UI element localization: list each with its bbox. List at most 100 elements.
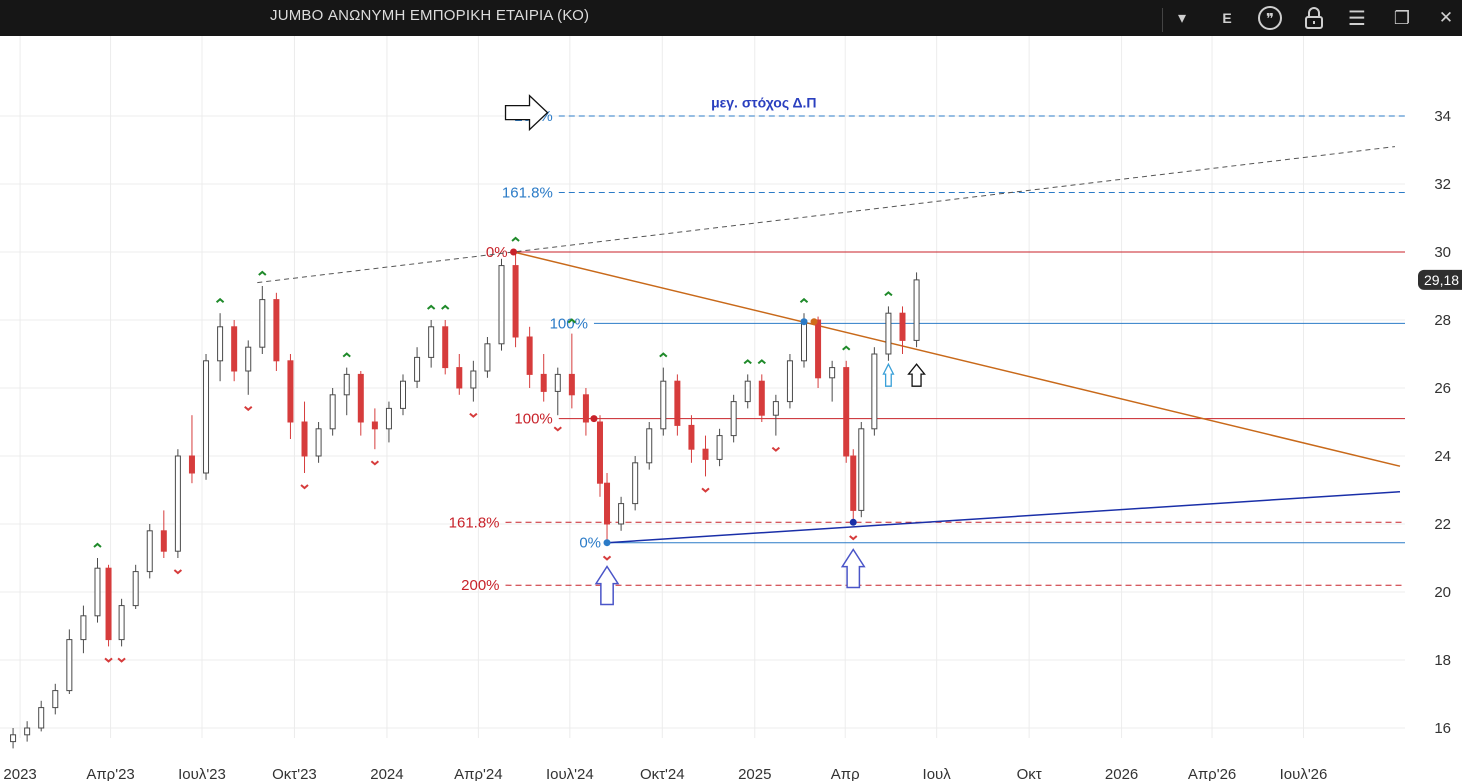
candle (160, 510, 167, 558)
x-axis: 2023 Απρ'23 Ιουλ'23 Οκτ'23 2024 Απρ'24 Ιουλ'24… (3, 766, 1327, 781)
pivot-dot (510, 248, 518, 256)
candle (217, 313, 224, 382)
pivot-dot (800, 318, 808, 326)
lock-icon[interactable] (1300, 0, 1328, 36)
candle-body (80, 615, 87, 641)
x-tick-label: Απρ (831, 766, 860, 781)
title-bar: JUMBO ΑΝΩΝΥΜΗ ΕΜΠΟΡΙΚΗ ΕΤΑΙΡΙΑ (ΚΟ) ▾ E … (0, 0, 1462, 36)
candle-body (203, 360, 210, 474)
candle-body (385, 407, 392, 430)
arrow-up-icon (594, 565, 620, 606)
candle (188, 415, 195, 484)
candle-body (371, 421, 378, 430)
candle-body (329, 394, 336, 430)
swing-low-marker (701, 487, 710, 493)
candle (38, 700, 45, 732)
restore-icon[interactable]: ❐ (1393, 7, 1411, 28)
swing-markers (93, 236, 893, 663)
candle (231, 320, 238, 382)
y-tick-label: 26 (1434, 380, 1451, 397)
candle-body (632, 462, 639, 505)
swing-high-marker (884, 291, 893, 297)
candle-body (105, 567, 112, 641)
swing-high-marker (342, 352, 351, 358)
candle (758, 374, 765, 422)
candle-body (554, 373, 561, 392)
candle-body (245, 346, 252, 372)
menu-icon[interactable]: ☰ (1348, 7, 1366, 30)
candle-body (146, 530, 153, 573)
candle (52, 683, 59, 715)
candle (10, 728, 17, 749)
fib-label: 100% (514, 411, 552, 428)
candle (568, 333, 575, 409)
candle-body (66, 639, 73, 692)
candle-body (400, 380, 407, 409)
swing-high-marker (842, 345, 851, 351)
candle-body (456, 367, 463, 389)
candle (174, 449, 181, 558)
candle (526, 326, 533, 388)
candle (484, 337, 491, 378)
candle-body (442, 326, 449, 369)
candle-body (582, 394, 589, 423)
fib-label: 161.8% (449, 514, 500, 531)
candle-body (871, 353, 878, 430)
x-tick-label: Ιουλ'26 (1280, 766, 1328, 781)
candle (843, 360, 850, 463)
candle-body (10, 734, 17, 743)
exchange-button[interactable]: E (1222, 10, 1232, 26)
candle-body (484, 343, 491, 372)
candle (744, 374, 751, 409)
candle (646, 422, 653, 470)
swing-high-marker (258, 270, 267, 276)
candle (772, 394, 779, 436)
dropdown-icon[interactable]: ▾ (1177, 10, 1187, 27)
x-tick-label: 2023 (3, 766, 36, 781)
candle-body (512, 265, 519, 338)
price-badge-text: 29,18 (1424, 272, 1459, 288)
candle-body (674, 380, 681, 426)
candle-body (744, 380, 751, 403)
fib-label: 161.8% (502, 185, 553, 202)
candle (245, 340, 252, 395)
y-tick-label: 24 (1434, 448, 1451, 465)
x-tick-label: Οκτ (1017, 766, 1042, 781)
candle-body (660, 380, 667, 430)
candle (315, 422, 322, 463)
candle (913, 272, 920, 348)
swing-high-marker (511, 236, 520, 242)
candle (596, 415, 603, 497)
x-tick-label: Οκτ'24 (640, 766, 685, 781)
candle (301, 401, 308, 473)
candle-body (688, 424, 695, 450)
svg-text:❞: ❞ (1266, 10, 1274, 28)
close-icon[interactable]: ✕ (1438, 8, 1454, 27)
candle-body (596, 421, 603, 484)
candle (357, 371, 364, 436)
swing-low-marker (117, 657, 126, 663)
x-tick-label: Οκτ'23 (272, 766, 317, 781)
candle (618, 496, 625, 531)
candle-body (259, 299, 266, 348)
y-tick-label: 32 (1434, 176, 1451, 193)
candle-body (815, 319, 822, 379)
y-tick-label: 34 (1434, 108, 1451, 125)
chart-annotations: μεγ. στόχος Δ.Π (711, 94, 816, 110)
y-tick-label: 16 (1434, 720, 1451, 737)
swing-low-marker (300, 484, 309, 490)
candle-body (716, 435, 723, 460)
swing-low-marker (849, 535, 858, 541)
candle (815, 316, 822, 388)
candle (660, 367, 667, 436)
candle (674, 374, 681, 436)
x-tick-label: 2026 (1105, 766, 1138, 781)
candle (604, 473, 611, 545)
candle (850, 449, 857, 524)
candle (24, 721, 31, 742)
quote-icon[interactable]: ❞ (1255, 0, 1285, 36)
price-chart[interactable]: 200%161.8%0%100%100%161.8%0%200% 1618202… (0, 36, 1462, 781)
swing-high-marker (799, 297, 809, 303)
candle-body (132, 571, 139, 607)
candle (632, 456, 639, 511)
